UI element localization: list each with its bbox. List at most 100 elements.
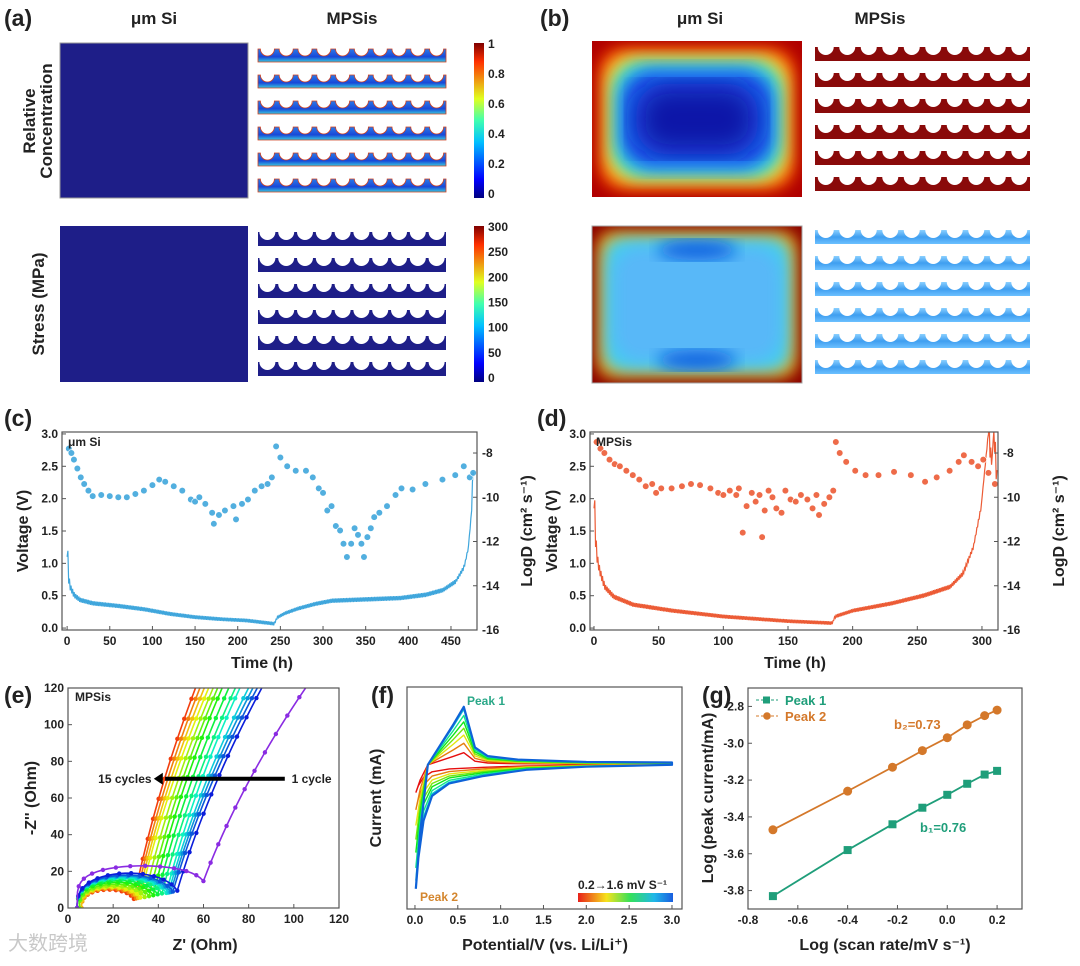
logd-point	[268, 473, 276, 481]
logd-point	[161, 478, 169, 486]
x-tick-label: 0	[591, 634, 598, 648]
nyquist-point	[182, 813, 188, 818]
y2-tick-label: -10	[482, 490, 500, 504]
voltage-line	[66, 472, 474, 626]
nyquist-point	[143, 863, 148, 869]
logd-point	[768, 493, 777, 501]
scan-rate-legend-label: 0.2→1.6 mV S⁻¹	[578, 878, 667, 892]
nyquist-point	[201, 811, 206, 816]
x-tick-label: 40	[152, 912, 166, 926]
logd-point	[302, 467, 310, 475]
y-tick-label: 100	[44, 718, 64, 732]
logd-point	[451, 471, 459, 479]
nyquist-point	[189, 793, 194, 799]
nyquist-point	[231, 715, 237, 720]
logd-point	[309, 473, 317, 481]
nyquist-point	[117, 871, 122, 876]
nyquist-point	[148, 875, 153, 881]
nyquist-point	[224, 677, 228, 681]
nyquist-point	[178, 794, 184, 800]
map-b-frame	[591, 225, 803, 384]
chart-d-mpsis-gitt: 0 50 100 150 200 250 300 0.0 0.5 1.0 1.5 2.0 2.5 3.0 -…	[544, 427, 1068, 672]
legend-marker	[763, 696, 770, 704]
cycle-arrow-head-icon	[153, 772, 163, 785]
chart-g-b-value: Peak 1 b₁=0.76 Peak 2 b₂=0.73 -0.8 -0.6 -0.4 -0…	[700, 687, 1023, 954]
logd-point	[140, 487, 148, 495]
nyquist-point	[138, 895, 143, 900]
nyquist-point	[133, 887, 139, 893]
nyquist-point	[136, 880, 142, 886]
y2-tick-label: -8	[1003, 446, 1014, 460]
logd-point	[755, 491, 764, 499]
logd-point	[772, 504, 780, 512]
annotation-1-cycle: 1 cycle	[292, 772, 332, 786]
nyquist-point	[260, 677, 264, 681]
nyquist-point	[210, 677, 214, 681]
nyquist-point	[127, 885, 132, 891]
nyquist-point	[254, 695, 259, 701]
annotation-15-cycles: 15 cycles	[98, 772, 152, 786]
y-tick-label: 2.5	[569, 459, 586, 473]
y-tick-label: 0.0	[41, 621, 58, 635]
cv-curve-0_2-mv-s	[415, 752, 673, 793]
nyquist-point	[156, 854, 162, 859]
nyquist-point	[233, 805, 238, 810]
nyquist-point	[165, 795, 170, 801]
slope-label: b₂=0.73	[894, 717, 941, 732]
nyquist-point	[164, 871, 170, 877]
y-tick-label: 1.5	[41, 524, 58, 538]
logd-point	[272, 442, 280, 450]
nyquist-point	[81, 876, 87, 881]
colorbar-concentration	[474, 43, 484, 198]
logd-point	[984, 469, 993, 477]
logd-point	[77, 473, 85, 481]
colorbar-stress	[474, 226, 484, 382]
logd-point	[815, 511, 823, 519]
nyquist-point	[153, 835, 158, 841]
logd-point	[210, 520, 218, 528]
logd-point	[80, 480, 88, 488]
x-axis-title: Z' (Ohm)	[172, 937, 237, 954]
y-tick-label: 0	[57, 901, 64, 915]
nyquist-point	[201, 878, 206, 884]
nyquist-point	[203, 754, 209, 760]
logd-point	[851, 467, 859, 475]
header-mpsis-a: MPSis	[326, 9, 377, 28]
nyquist-point	[134, 891, 140, 896]
nyquist-point	[80, 886, 85, 891]
chart-e-nyquist: 0 20 40 60 80 100 120 0 20 40 60 80 100 120 MPSis 1 cyc…	[23, 677, 349, 954]
x-tick-label: 300	[313, 634, 333, 648]
nyquist-point	[182, 850, 188, 856]
logd-point	[832, 438, 840, 446]
x-tick-label: 20	[106, 912, 120, 926]
row-label-stress: Stress (MPa)	[29, 253, 48, 356]
nyquist-point	[152, 855, 157, 860]
data-point	[888, 820, 897, 829]
nyquist-point	[222, 734, 228, 740]
logd-point	[263, 480, 272, 488]
logd-point	[960, 451, 968, 459]
nyquist-point	[198, 716, 203, 721]
header-um-si-a: μm Si	[131, 9, 177, 28]
logd-point	[781, 487, 790, 495]
logd-point	[292, 467, 300, 475]
x-tick-label: -0.6	[787, 913, 808, 927]
nyquist-point	[113, 865, 119, 870]
logd-point	[367, 524, 375, 532]
data-point	[917, 746, 927, 756]
nyquist-point	[194, 873, 199, 878]
plot-frame	[747, 687, 1023, 910]
mpsis-stress-strip-b	[815, 308, 1030, 322]
colorbar-stress-tick: 150	[488, 296, 508, 310]
nyquist-point	[157, 878, 163, 884]
logd-point	[201, 500, 209, 508]
panel-label-b: (b)	[540, 5, 569, 31]
colorbar-ticks: 1 0.8 0.6 0.4 0.2 0 300 250 200 150 100 50 0	[488, 37, 508, 385]
nyquist-point	[265, 677, 269, 681]
colorbar-stress-tick: 0	[488, 371, 495, 385]
nyquist-point	[199, 735, 205, 741]
nyquist-point	[170, 852, 175, 857]
logd-point	[667, 484, 676, 493]
logd-point	[276, 453, 284, 462]
mpsis-stress-strip-b	[815, 282, 1030, 296]
